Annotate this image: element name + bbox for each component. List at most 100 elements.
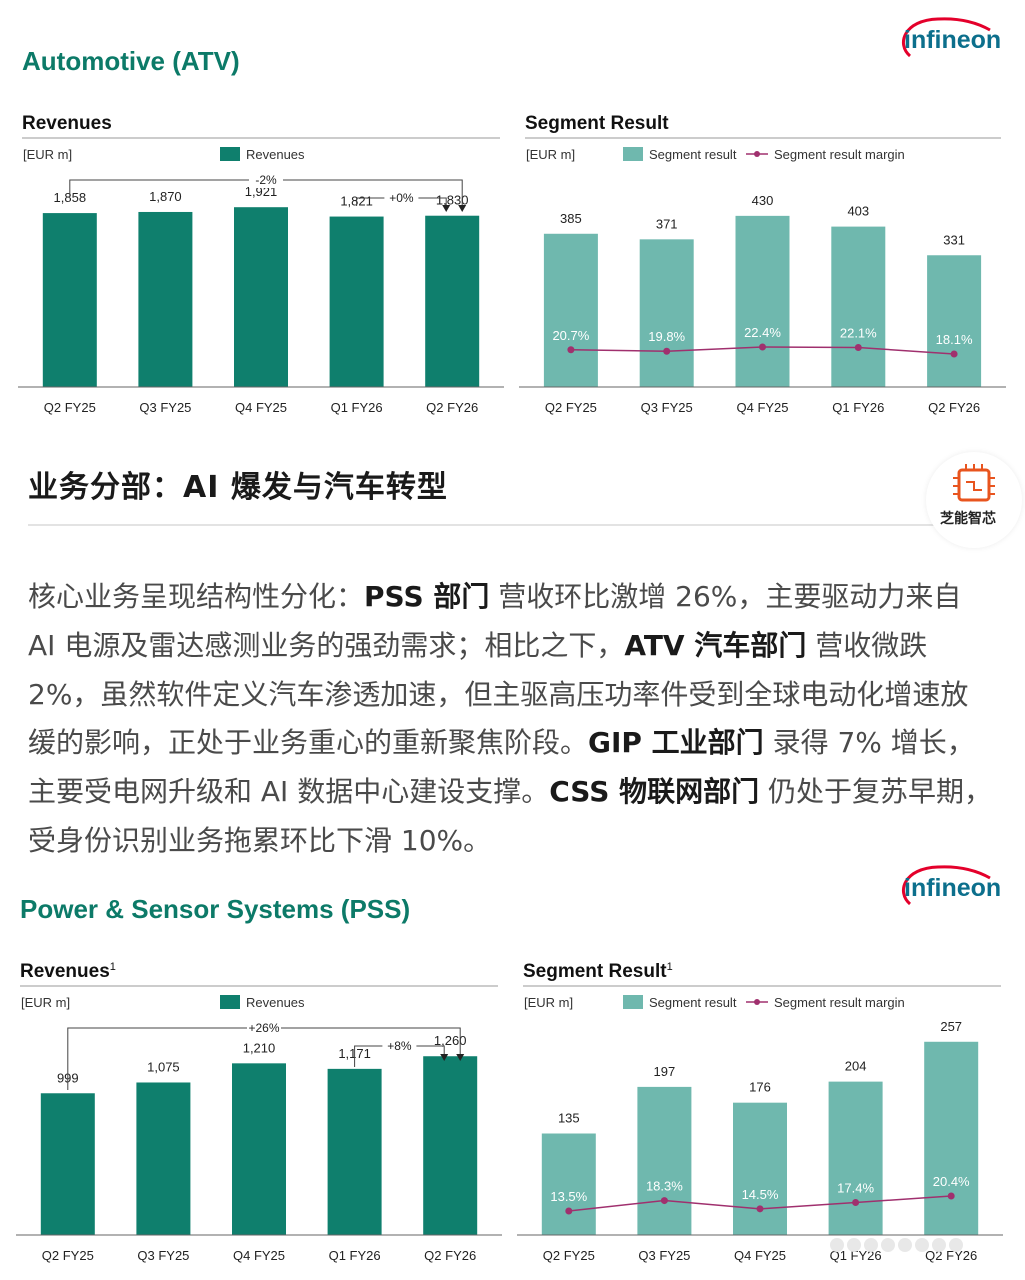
x-tick-label: Q2 FY25 xyxy=(545,400,597,415)
x-tick-label: Q3 FY25 xyxy=(638,1248,690,1263)
panel-title: Segment Result1 xyxy=(523,961,673,982)
panel-title: Revenues xyxy=(22,113,112,134)
legend-swatch xyxy=(623,147,643,161)
bar-value-label: 1,858 xyxy=(54,190,87,205)
x-tick-label: Q2 FY25 xyxy=(543,1248,595,1263)
legend-label: Segment result margin xyxy=(774,995,905,1010)
x-tick-label: Q4 FY25 xyxy=(734,1248,786,1263)
article-paragraph: 核心业务呈现结构性分化：PSS 部门 营收环比激增 26%，主要驱动力来自 AI… xyxy=(28,573,996,866)
bar xyxy=(42,213,97,387)
bar xyxy=(543,233,598,387)
margin-label: 18.1% xyxy=(936,332,973,347)
bar xyxy=(425,215,480,387)
margin-label: 13.5% xyxy=(550,1189,587,1204)
panel-title-text: Segment Result xyxy=(523,961,667,982)
margin-point xyxy=(854,343,862,351)
panel-title: Revenues1 xyxy=(20,961,116,982)
author-badge-label: 芝能智芯 xyxy=(940,511,996,527)
margin-point xyxy=(663,347,671,355)
paragraph-text: 营收微跌 2%，虽然软件定义汽车渗透加速，但主驱高压功率件受到全球电动化增速放缓… xyxy=(28,628,969,760)
change-bracket-short-label-bg xyxy=(384,190,419,206)
bar xyxy=(40,1093,95,1235)
bar xyxy=(327,1068,382,1235)
article-heading: 业务分部：AI 爆发与汽车转型 xyxy=(28,470,448,505)
paragraph-text: 营收环比激增 26%，主要驱动力来自 AI 电源及雷达感测业务的强劲需求；相比之… xyxy=(28,580,962,662)
bar xyxy=(828,1081,883,1235)
bar xyxy=(232,1063,286,1235)
legend-label: Segment result xyxy=(649,147,737,162)
atv-revenues-chart: Revenues [EUR m] Revenues 1,858 Q2 FY25 1,870… xyxy=(18,113,504,415)
bar-value-label: 204 xyxy=(845,1059,867,1074)
bar xyxy=(329,216,384,387)
legend-label: Revenues xyxy=(246,147,305,162)
bar-value-label: 385 xyxy=(560,211,582,226)
change-bracket-long-label: +26% xyxy=(248,1021,279,1035)
bar xyxy=(831,226,886,387)
bar xyxy=(234,207,288,387)
bar-value-label: 135 xyxy=(558,1111,580,1126)
margin-point xyxy=(759,343,766,351)
margin-point xyxy=(947,1192,955,1200)
margin-label: 22.4% xyxy=(744,325,781,340)
bar xyxy=(423,1056,478,1235)
x-tick-label: Q4 FY25 xyxy=(233,1248,285,1263)
bar xyxy=(927,255,982,387)
bar xyxy=(637,1086,692,1235)
author-badge xyxy=(926,452,1022,548)
legend-swatch xyxy=(623,995,643,1009)
bar-value-label: 1,260 xyxy=(434,1033,467,1048)
logo-wordmark: infineon xyxy=(904,26,1001,54)
panel-title-text: Revenues xyxy=(20,961,110,982)
bar-value-label: 371 xyxy=(656,216,678,231)
bar-value-label: 1,075 xyxy=(147,1059,180,1074)
panel-title-text: Revenues xyxy=(22,113,112,134)
change-bracket-long-arrowhead xyxy=(458,205,467,212)
margin-point xyxy=(950,350,958,358)
bar-value-label: 1,870 xyxy=(149,189,182,204)
infineon-logo: infineon xyxy=(901,17,1001,58)
bar-value-label: 331 xyxy=(943,232,965,247)
change-bracket-short-arrowhead xyxy=(442,205,451,212)
bar-value-label: 1,210 xyxy=(243,1040,276,1055)
unit-label: [EUR m] xyxy=(23,147,72,162)
x-tick-label: Q2 FY26 xyxy=(424,1248,476,1263)
x-tick-label: Q2 FY26 xyxy=(928,400,980,415)
legend-swatch xyxy=(220,995,240,1009)
change-bracket-short-label: +0% xyxy=(389,191,414,205)
x-tick-label: Q2 FY25 xyxy=(42,1248,94,1263)
legend-label: Segment result margin xyxy=(774,147,905,162)
change-bracket-long-label: -2% xyxy=(255,173,277,187)
infineon-logo: infineon xyxy=(901,865,1001,906)
article-block xyxy=(0,435,1025,865)
margin-label: 20.4% xyxy=(933,1174,970,1189)
footnote-marker: 1 xyxy=(667,961,673,973)
change-bracket-short-label: +8% xyxy=(387,1039,412,1053)
margin-point xyxy=(852,1199,860,1207)
unit-label: [EUR m] xyxy=(21,995,70,1010)
pss-segment-chart: Segment Result1 [EUR m] Segment result Segm… xyxy=(517,961,1003,1263)
margin-point xyxy=(567,346,575,354)
logo-wordmark: infineon xyxy=(904,874,1001,902)
legend-line-marker xyxy=(754,151,760,157)
margin-label: 17.4% xyxy=(837,1181,874,1196)
bar xyxy=(733,1102,787,1235)
margin-point xyxy=(660,1197,668,1205)
legend-line-marker xyxy=(754,999,760,1005)
margin-label: 22.1% xyxy=(840,325,877,340)
margin-label: 14.5% xyxy=(742,1187,779,1202)
x-tick-label: Q3 FY25 xyxy=(139,400,191,415)
footnote-marker: 1 xyxy=(110,961,116,973)
bar xyxy=(138,211,193,387)
margin-point xyxy=(756,1205,764,1213)
change-bracket-long-label-bg xyxy=(249,172,283,188)
bar-value-label: 403 xyxy=(847,204,869,219)
bar-value-label: 430 xyxy=(752,193,774,208)
x-tick-label: Q1 FY26 xyxy=(331,400,383,415)
x-tick-label: Q4 FY25 xyxy=(235,400,287,415)
bar-value-label: 1,830 xyxy=(436,193,469,208)
change-bracket-long-label-bg xyxy=(247,1020,281,1036)
x-tick-label: Q3 FY25 xyxy=(137,1248,189,1263)
bar xyxy=(639,239,694,387)
bar xyxy=(735,215,790,387)
